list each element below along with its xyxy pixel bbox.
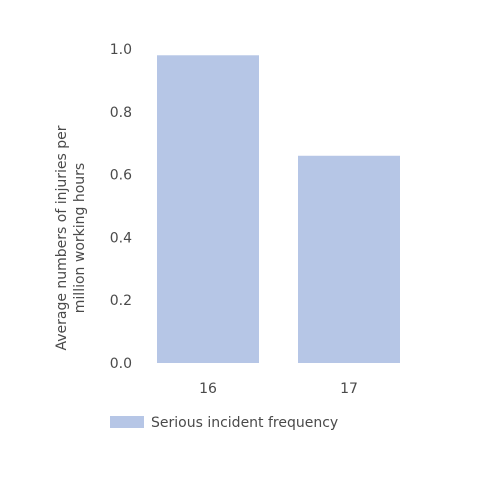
y-axis-ticks: 0.0 0.2 0.4 0.6 0.8 1.0: [110, 42, 132, 372]
y-tick-label: 0.6: [110, 168, 132, 184]
x-tick-label: 16: [199, 381, 217, 397]
x-axis-ticks: 16 17: [199, 381, 358, 397]
bar-17: [298, 155, 400, 363]
x-tick-label: 17: [340, 381, 358, 397]
legend-swatch: [110, 416, 144, 428]
y-axis-label-line-1: Average numbers of injuries per: [54, 125, 70, 350]
legend: Serious incident frequency: [110, 415, 338, 431]
y-tick-label: 1.0: [110, 42, 132, 58]
y-tick-label: 0.2: [110, 293, 132, 309]
y-tick-label: 0.8: [110, 105, 132, 121]
y-axis-label-line-2: million working hours: [72, 163, 88, 313]
y-tick-label: 0.0: [110, 356, 132, 372]
y-tick-label: 0.4: [110, 230, 132, 246]
bar-16: [157, 55, 259, 363]
bars: [157, 55, 400, 363]
y-axis-label: Average numbers of injuries per million …: [54, 125, 88, 350]
legend-label: Serious incident frequency: [151, 415, 338, 431]
